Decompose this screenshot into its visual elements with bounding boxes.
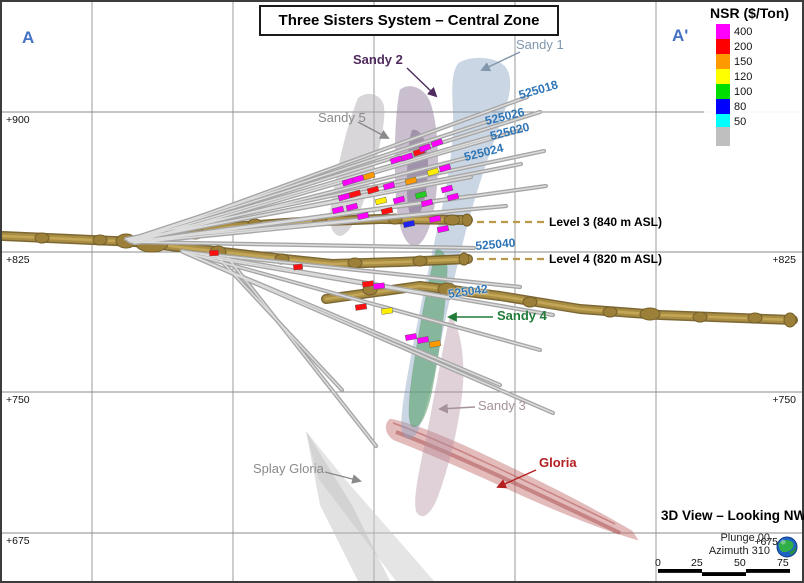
legend-label: 200 <box>734 40 753 53</box>
legend-label: 120 <box>734 70 753 83</box>
legend-row: 150 <box>716 54 802 69</box>
elevation-right-825: +825 <box>772 254 796 266</box>
legend-row: 80 <box>716 99 802 114</box>
level-3-label: Level 3 (840 m ASL) <box>549 215 662 229</box>
figure-title: Three Sisters System – Central Zone <box>259 5 559 36</box>
elevation-right-675: +675 <box>754 536 778 548</box>
legend-row: 200 <box>716 39 802 54</box>
view-plunge: Plunge 00 <box>720 532 770 544</box>
nsr-legend-title: NSR ($/Ton) <box>710 5 790 21</box>
level-4-label: Level 4 (820 m ASL) <box>549 252 662 266</box>
scale-tick-25: 25 <box>691 557 703 569</box>
legend-row: 120 <box>716 69 802 84</box>
scale-bar <box>658 569 790 576</box>
legend-label: 100 <box>734 85 753 98</box>
scale-tick-75: 75 <box>777 557 789 569</box>
view-azimuth: Azimuth 310 <box>708 545 770 557</box>
legend-swatch-50 <box>716 114 730 129</box>
zone-label-sandy-2: Sandy 2 <box>353 52 403 67</box>
legend-row <box>716 127 802 146</box>
zone-label-sandy-1: Sandy 1 <box>516 37 564 52</box>
elevation-left-750: +750 <box>6 394 30 406</box>
elevation-left-675: +675 <box>6 535 30 547</box>
legend-label: 50 <box>734 115 747 128</box>
globe-icon <box>776 536 798 558</box>
scale-tick-0: 0 <box>655 557 661 569</box>
legend-label: 150 <box>734 55 753 68</box>
elevation-left-900: +900 <box>6 114 30 126</box>
nsr-legend: NSR ($/Ton) 400 200 150 120 100 80 50 <box>704 5 802 146</box>
section-marker-a: A <box>22 28 35 47</box>
elevation-left-825: +825 <box>6 254 30 266</box>
drillhole-fan <box>123 94 556 449</box>
view-title: 3D View – Looking NW <box>661 508 804 523</box>
zone-label-sandy-4: Sandy 4 <box>497 308 547 323</box>
zone-label-sandy-5: Sandy 5 <box>318 110 366 125</box>
zone-gloria <box>385 418 639 541</box>
legend-swatch-100 <box>716 84 730 99</box>
zone-label-sandy-3: Sandy 3 <box>478 398 526 413</box>
legend-label: 400 <box>734 25 753 38</box>
zone-label-splay-gloria: Splay Gloria <box>253 461 324 476</box>
scale-tick-50: 50 <box>734 557 746 569</box>
section-marker-a-prime: A' <box>672 26 689 45</box>
legend-swatch-150 <box>716 54 730 69</box>
legend-row: 400 <box>716 24 802 39</box>
elevation-right-750: +750 <box>772 394 796 406</box>
annotation-arrows <box>324 51 537 489</box>
legend-row: 100 <box>716 84 802 99</box>
legend-label: 80 <box>734 100 747 113</box>
legend-swatch-400 <box>716 24 730 39</box>
legend-swatch-200 <box>716 39 730 54</box>
legend-swatch-80 <box>716 99 730 114</box>
zone-splay-gloria <box>306 431 434 581</box>
legend-swatch-120 <box>716 69 730 84</box>
legend-swatch-low <box>716 127 730 146</box>
zone-label-gloria: Gloria <box>539 455 577 470</box>
legend-row: 50 <box>716 114 802 129</box>
nsr-intervals <box>209 138 460 348</box>
